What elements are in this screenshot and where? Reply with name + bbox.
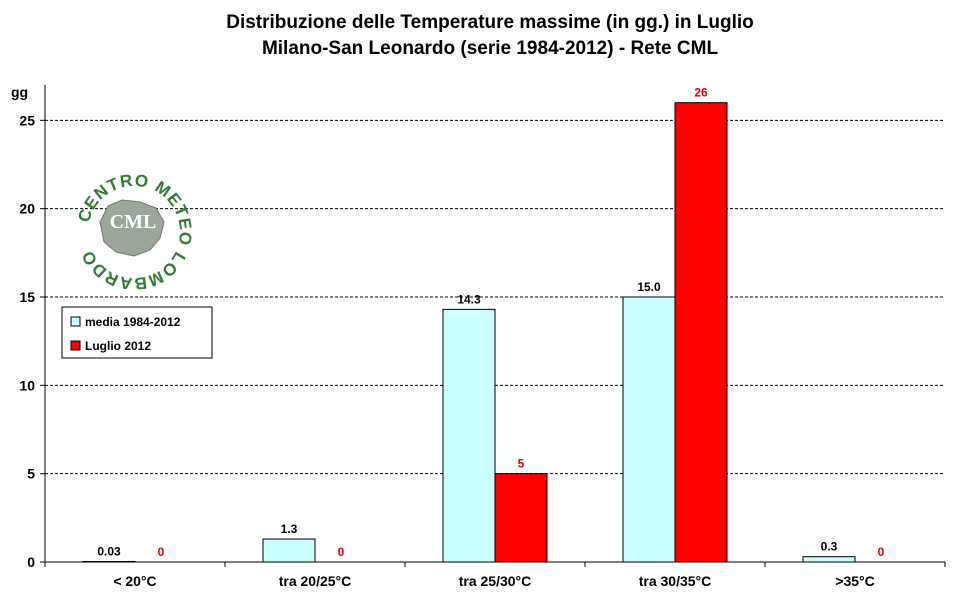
axes — [44, 85, 945, 563]
data-label: 0.3 — [821, 540, 838, 554]
data-label: 14.3 — [457, 292, 481, 306]
y-tick-label: 15 — [19, 289, 35, 305]
data-label: 0 — [338, 545, 345, 559]
data-label: 0 — [878, 545, 885, 559]
y-tick-label: 25 — [19, 112, 35, 128]
data-label: 5 — [518, 457, 525, 471]
x-tick-label: tra 30/35°C — [639, 573, 712, 589]
legend: media 1984-2012 Luglio 2012 — [61, 306, 213, 359]
y-tick-label: 0 — [27, 554, 35, 570]
y-tick-label: 20 — [19, 201, 35, 217]
x-tick-label: tra 25/30°C — [459, 573, 532, 589]
legend-label-media: media 1984-2012 — [85, 315, 181, 329]
chart-title: Distribuzione delle Temperature massime … — [226, 12, 754, 33]
bar-media — [442, 308, 496, 563]
legend-swatch-luglio — [70, 340, 81, 351]
bars — [82, 102, 856, 563]
x-tick-label: >35°C — [835, 573, 874, 589]
bar-media — [262, 538, 316, 563]
data-label: 26 — [694, 86, 708, 100]
x-tick-label: < 20°C — [113, 573, 156, 589]
y-tick-label: 10 — [19, 377, 35, 393]
bar-media — [802, 556, 856, 563]
data-labels: 0.03 0 1.3 0 14.3 5 15.0 26 0.3 0 — [97, 86, 884, 559]
bar-luglio — [674, 102, 728, 563]
legend-label-luglio: Luglio 2012 — [85, 339, 151, 353]
x-tick-labels: < 20°C tra 20/25°C tra 25/30°C tra 30/35°C >… — [44, 562, 946, 589]
bar-luglio — [494, 473, 548, 563]
chart-subtitle: Milano-San Leonardo (serie 1984-2012) - … — [262, 38, 719, 59]
legend-swatch-media — [70, 316, 81, 327]
x-tick-label: tra 20/25°C — [279, 573, 352, 589]
y-axis-label: gg — [11, 84, 28, 100]
data-label: 0.03 — [97, 544, 121, 558]
lombardy-map-icon — [99, 199, 165, 257]
y-tick-label: 5 — [27, 466, 35, 482]
y-tick-labels: 0 5 10 15 20 25 — [19, 112, 45, 570]
data-label: 1.3 — [281, 522, 298, 536]
logo-center-text: CML — [110, 211, 157, 233]
data-label: 0 — [158, 545, 165, 559]
bar-media — [622, 296, 676, 563]
legend-box — [61, 306, 213, 359]
data-label: 15.0 — [637, 280, 661, 294]
